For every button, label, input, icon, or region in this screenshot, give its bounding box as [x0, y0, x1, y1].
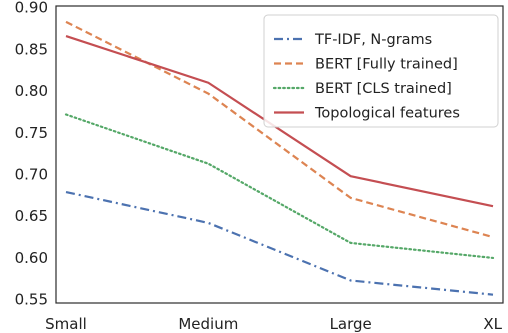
series-line-3	[64, 113, 495, 260]
y-tick-label: 0.60	[15, 249, 48, 267]
legend-label-2: BERT [Fully trained]	[315, 57, 458, 73]
legend: TF-IDF, N-grams BERT [Fully trained] BERT …	[263, 14, 499, 128]
series-line-2	[65, 20, 494, 239]
legend-label-3: BERT [CLS trained]	[315, 81, 452, 97]
series-line-1	[65, 190, 494, 296]
y-tick-label: 0.55	[15, 291, 48, 309]
x-tick-label: Small	[45, 315, 87, 333]
legend-label-1: TF-IDF, N-grams	[314, 32, 432, 48]
legend-label-4: Topological features	[314, 106, 460, 122]
series-layer	[64, 20, 495, 296]
y-tick-label: 0.75	[15, 124, 48, 142]
y-tick-label: 0.65	[15, 207, 48, 225]
x-axis-ticks: Small Medium Large XL	[45, 315, 502, 333]
y-axis-ticks: 0.55 0.60 0.65 0.70 0.75 0.80 0.85 0.90	[15, 0, 48, 309]
x-tick-label: Medium	[178, 315, 238, 333]
legend-box	[263, 14, 499, 128]
plot-frame	[55, 5, 504, 304]
series-line-4	[65, 34, 494, 208]
y-tick-label: 0.90	[15, 0, 48, 17]
x-tick-label: XL	[483, 315, 502, 333]
y-tick-label: 0.80	[15, 82, 48, 100]
y-tick-label: 0.85	[15, 40, 48, 58]
x-tick-label: Large	[330, 315, 372, 333]
y-tick-label: 0.70	[15, 166, 48, 184]
